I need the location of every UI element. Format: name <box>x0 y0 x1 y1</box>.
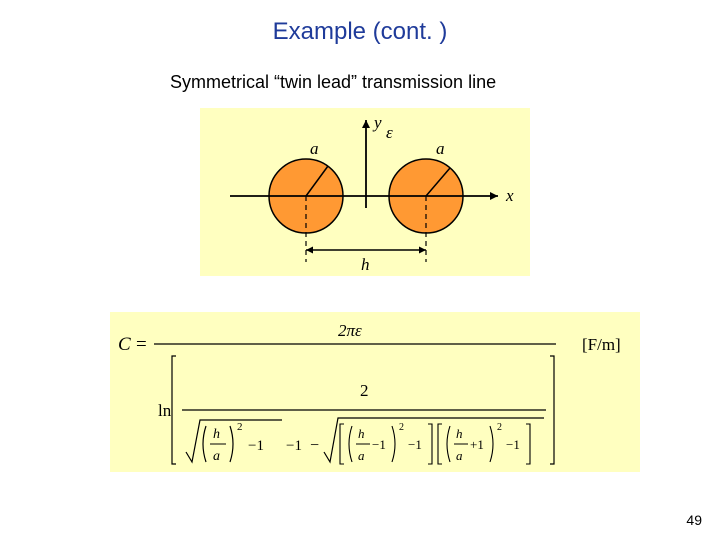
parenA-right <box>392 426 395 462</box>
g1-h: h <box>213 427 220 442</box>
parenA-left <box>349 426 352 462</box>
outer-bracket-left <box>172 356 176 464</box>
slide-subtitle: Symmetrical “twin lead” transmission lin… <box>170 72 496 93</box>
C-equals: C <box>118 334 131 355</box>
g1-minus1-in: −1 <box>248 438 264 454</box>
capacitance-formula: C = 2πε ln 2 h a 2 −1 −1 − h a −1 2 −1 <box>110 312 640 472</box>
parenB-right <box>490 426 493 462</box>
h-label: h <box>361 255 370 274</box>
slide-title: Example (cont. ) <box>0 18 720 46</box>
inner-numerator-2: 2 <box>360 381 369 400</box>
gB-plus1: +1 <box>470 437 484 452</box>
gA-a: a <box>358 448 365 463</box>
epsilon-label: ε <box>386 123 393 142</box>
y-label: y <box>372 113 382 132</box>
g1-sq: 2 <box>237 421 243 433</box>
a-right-label: a <box>436 139 445 158</box>
brA-left <box>340 424 344 464</box>
gA-h: h <box>358 426 365 441</box>
numerator-2pieps: 2πε <box>338 321 362 340</box>
gA-minus1-out: −1 <box>408 437 422 452</box>
page-number: 49 <box>686 512 702 528</box>
x-axis-arrow <box>490 192 498 200</box>
brB-right <box>526 424 530 464</box>
parenB-left <box>447 426 450 462</box>
gB-h: h <box>456 426 463 441</box>
gA-minus1: −1 <box>372 437 386 452</box>
minus-sep: − <box>310 437 319 454</box>
gA-sq: 2 <box>399 422 404 433</box>
paren1-left <box>203 426 206 462</box>
outer-bracket-right <box>550 356 554 464</box>
ln: ln <box>158 401 172 420</box>
brA-right <box>428 424 432 464</box>
a-left-label: a <box>310 139 319 158</box>
g1-a: a <box>213 449 220 464</box>
gB-a: a <box>456 448 463 463</box>
h-arrow-right <box>419 247 426 254</box>
twin-lead-diagram: y x a a ε h <box>200 108 530 276</box>
gB-minus1-out: −1 <box>506 437 520 452</box>
unit-label: [F/m] <box>582 335 621 354</box>
x-label: x <box>505 186 514 205</box>
brB-left <box>438 424 442 464</box>
y-axis-arrow <box>362 120 370 128</box>
equals-sign: = <box>136 334 147 355</box>
gB-sq: 2 <box>497 422 502 433</box>
radical-1 <box>186 420 282 462</box>
g1-minus1-out: −1 <box>286 438 302 454</box>
h-arrow-left <box>306 247 313 254</box>
paren1-right <box>230 426 233 462</box>
